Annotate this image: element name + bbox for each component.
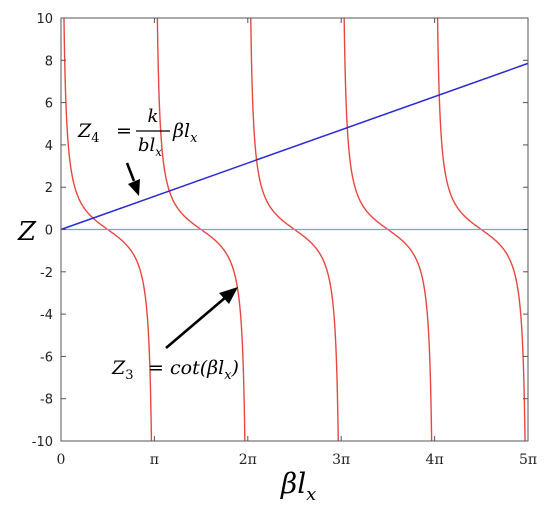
z4-equals: =	[110, 120, 138, 142]
z4-lhs-main: Z	[77, 120, 92, 142]
y-tick-label: 6	[45, 97, 53, 112]
x-axis-title-main: βl	[280, 467, 306, 500]
z4-line	[60, 62, 529, 231]
y-tick-label: 2	[45, 181, 53, 196]
z3-lhs: Z3	[111, 357, 133, 383]
z3-lhs-main: Z	[111, 357, 126, 379]
y-tick-label: -2	[40, 266, 53, 281]
y-tick-label: 4	[45, 139, 53, 154]
z3-func: cot(βl	[170, 357, 224, 379]
z3-func-sub: x	[224, 368, 232, 383]
y-tick-label: -10	[32, 435, 53, 450]
z3-close: )	[231, 357, 239, 379]
z4-arrow-head	[128, 179, 140, 196]
z4-tail-sub: x	[190, 131, 198, 146]
z4-lhs: Z4	[77, 120, 99, 146]
x-tick-label: π	[150, 452, 159, 468]
x-tick-label: 3π	[332, 452, 350, 468]
annotation-z3: Z3 = cot(βlx)	[111, 287, 239, 383]
annotation-z4: Z4 = k blx βlx	[77, 106, 198, 196]
z4-lhs-sub: 4	[91, 131, 99, 146]
z4-den-main: bl	[138, 135, 156, 156]
z4-tail: βlx	[172, 120, 198, 146]
y-tick-label: -6	[40, 350, 53, 365]
x-tick-label: 5π	[519, 452, 537, 468]
y-tick-label: 0	[45, 224, 53, 239]
z3-arrow-head	[219, 287, 238, 304]
y-tick-label: 8	[45, 54, 53, 69]
z3-lhs-sub: 3	[125, 368, 133, 383]
x-axis-title: βlx	[280, 467, 316, 505]
z3-equals: =	[142, 357, 170, 379]
x-tick-label: 2π	[239, 452, 257, 468]
x-axis-title-sub: x	[306, 484, 316, 505]
y-tick-label: -4	[40, 308, 53, 323]
z3-arrow-shaft	[165, 296, 227, 349]
z4-denominator: blx	[138, 135, 162, 159]
z3-rhs: = cot(βlx)	[142, 357, 239, 383]
z4-tail-main: βl	[172, 120, 190, 142]
z4-arrow-shaft	[125, 162, 136, 182]
y-axis-title: Z	[17, 217, 37, 247]
ticks-layer: -10 -8 -6 -4 -2 0 2 4 6 8 10 0 π 2π 3π 4π 5π	[32, 12, 537, 468]
z4-den-sub: x	[155, 145, 162, 159]
y-tick-label: -8	[40, 393, 53, 408]
z4-numerator: k	[148, 106, 159, 127]
curves-layer	[60, 17, 529, 442]
x-tick-label: 0	[57, 452, 66, 468]
x-tick-label: 4π	[426, 452, 444, 468]
y-tick-label: 10	[36, 12, 53, 27]
